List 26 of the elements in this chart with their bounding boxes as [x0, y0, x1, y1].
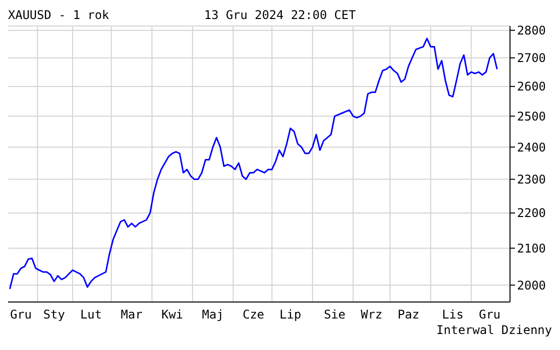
chart-title: XAUUSD - 1 rok: [8, 8, 110, 22]
y-tick-label: 2800: [517, 24, 546, 38]
chart-subtitle: 13 Gru 2024 22:00 CET: [204, 8, 356, 22]
y-tick-label: 2300: [517, 172, 546, 187]
line-series: [9, 38, 498, 290]
y-tick-label: 2200: [517, 206, 546, 220]
y-tick-label: 2500: [517, 109, 546, 124]
y-tick-label: 2600: [517, 80, 546, 94]
text: Interwal Dzienny: [436, 323, 552, 337]
x-tick-label: Sie: [324, 308, 346, 322]
y-tick-label: 2100: [517, 241, 546, 256]
x-tick-label: Mar: [120, 308, 142, 322]
x-tick-label: Gru: [478, 308, 501, 322]
y-tick-label: 2700: [517, 51, 546, 66]
y-tick-label: 2000: [517, 278, 546, 292]
x-tick-label: Lip: [280, 308, 302, 322]
x-tick-label: Paz: [398, 308, 420, 322]
x-tick-label: Kwi: [161, 308, 184, 322]
x-tick-label: Wrz: [360, 308, 382, 322]
x-tick-label: Maj: [202, 308, 224, 322]
x-tick-label: Lut: [80, 308, 102, 322]
x-tick-label: Lis: [442, 308, 464, 322]
y-tick-label: 2400: [517, 140, 546, 154]
x-tick-label: Cze: [242, 308, 264, 322]
x-tick-label: Gru: [10, 308, 32, 322]
x-tick-label: Sty: [43, 308, 65, 322]
